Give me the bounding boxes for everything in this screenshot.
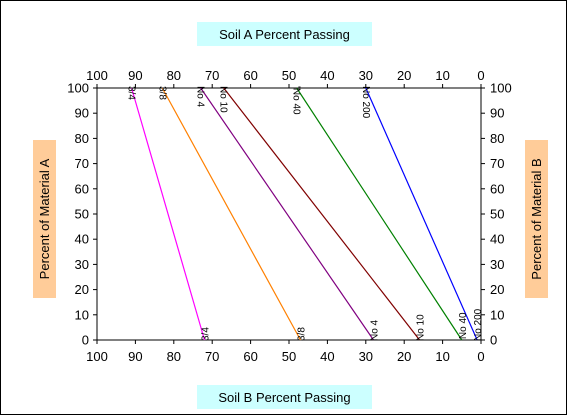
- left-tick-label: 60: [75, 181, 89, 196]
- bottom-tick-label: 20: [397, 349, 411, 364]
- bottom-tick-label: 40: [320, 349, 334, 364]
- right-tick-label: 70: [490, 156, 504, 171]
- series-line-no-40: [296, 87, 463, 341]
- bottom-tick-label: 60: [243, 349, 257, 364]
- left-tick-label: 40: [75, 232, 89, 247]
- left-tick-label: 90: [75, 106, 89, 121]
- bottom-tick-label: 80: [167, 349, 181, 364]
- right-tick-label: 90: [490, 106, 504, 121]
- series-line-3-4: [130, 87, 206, 341]
- top-tick-label: 100: [86, 68, 108, 83]
- series-bottom-label-no-40: 'No 40: [458, 312, 469, 341]
- top-tick-label: 70: [205, 68, 219, 83]
- left-tick-label: 20: [75, 282, 89, 297]
- left-tick-label: 100: [67, 81, 89, 96]
- series-bottom-label-3-4: 3/4: [201, 327, 212, 341]
- top-tick-label: 20: [397, 68, 411, 83]
- bottom-tick-label: 10: [435, 349, 449, 364]
- series-line-3-8: [161, 87, 302, 341]
- series-line-no-10: [223, 87, 421, 341]
- right-tick-label: 10: [490, 307, 504, 322]
- series-top-label-no-10: No 10: [218, 86, 229, 113]
- series-top-label-no-40: 'No 40: [291, 86, 302, 115]
- right-tick-label: 40: [490, 232, 504, 247]
- bottom-tick-label: 70: [205, 349, 219, 364]
- series-labels-layer: 3/4 3/4 3/8 3/8 No 4 No 4 No 10 No 10 'No 40 'No …: [126, 86, 485, 341]
- right-tick-label: 80: [490, 131, 504, 146]
- left-axis-title: Percent of Material A: [37, 158, 52, 279]
- right-axis-title-box: [525, 140, 548, 298]
- series-bottom-label-no-200: No 200: [473, 308, 484, 341]
- right-tick-label: 0: [490, 333, 497, 348]
- top-tick-label: 60: [243, 68, 257, 83]
- bottom-tick-label: 100: [86, 349, 108, 364]
- series-bottom-label-no-4: No 4: [369, 319, 380, 341]
- series-top-label-3-8: 3/8: [156, 86, 167, 100]
- bottom-tick-label: 90: [128, 349, 142, 364]
- right-tick-label: 100: [490, 81, 512, 96]
- right-axis-title: Percent of Material B: [529, 158, 544, 279]
- bottom-axis-title-box: [197, 385, 372, 409]
- top-tick-label: 10: [435, 68, 449, 83]
- bottom-tick-label: 0: [477, 349, 484, 364]
- series-top-label-no-200: No 200: [360, 86, 371, 119]
- series-line-no-200: [365, 87, 478, 341]
- left-tick-label: 10: [75, 307, 89, 322]
- left-axis-title-box: [33, 140, 56, 298]
- left-tick-label: 30: [75, 257, 89, 272]
- top-tick-label: 0: [477, 68, 484, 83]
- top-tick-label: 40: [320, 68, 334, 83]
- top-axis-title: Soil A Percent Passing: [219, 27, 350, 42]
- left-tick-label: 50: [75, 207, 89, 222]
- top-tick-label: 30: [359, 68, 373, 83]
- top-axis-title-box: [197, 22, 372, 46]
- right-tick-label: 20: [490, 282, 504, 297]
- right-tick-label: 30: [490, 257, 504, 272]
- series-layer: [130, 87, 478, 341]
- left-tick-label: 70: [75, 156, 89, 171]
- series-top-label-no-4: No 4: [195, 86, 206, 108]
- right-tick-label: 50: [490, 207, 504, 222]
- bottom-axis-title: Soil B Percent Passing: [218, 390, 350, 405]
- top-tick-label: 80: [167, 68, 181, 83]
- left-tick-label: 0: [82, 333, 89, 348]
- right-tick-label: 60: [490, 181, 504, 196]
- series-bottom-label-3-8: 3/8: [297, 327, 308, 341]
- series-line-no-4: [200, 87, 374, 341]
- series-top-label-3-4: 3/4: [126, 86, 137, 100]
- top-tick-label: 90: [128, 68, 142, 83]
- left-tick-label: 80: [75, 131, 89, 146]
- bottom-tick-label: 50: [282, 349, 296, 364]
- bottom-tick-label: 30: [359, 349, 373, 364]
- top-tick-label: 50: [282, 68, 296, 83]
- series-bottom-label-no-10: No 10: [416, 314, 427, 341]
